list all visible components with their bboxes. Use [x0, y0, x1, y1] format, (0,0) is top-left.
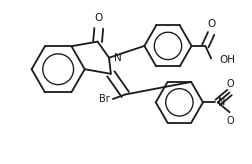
Text: O: O [206, 19, 214, 29]
Text: N: N [113, 53, 121, 63]
Text: Br: Br [99, 94, 109, 104]
Text: O: O [226, 79, 233, 89]
Text: O: O [94, 12, 103, 22]
Text: N: N [217, 97, 224, 107]
Text: O: O [226, 116, 233, 126]
Text: OH: OH [218, 55, 234, 65]
